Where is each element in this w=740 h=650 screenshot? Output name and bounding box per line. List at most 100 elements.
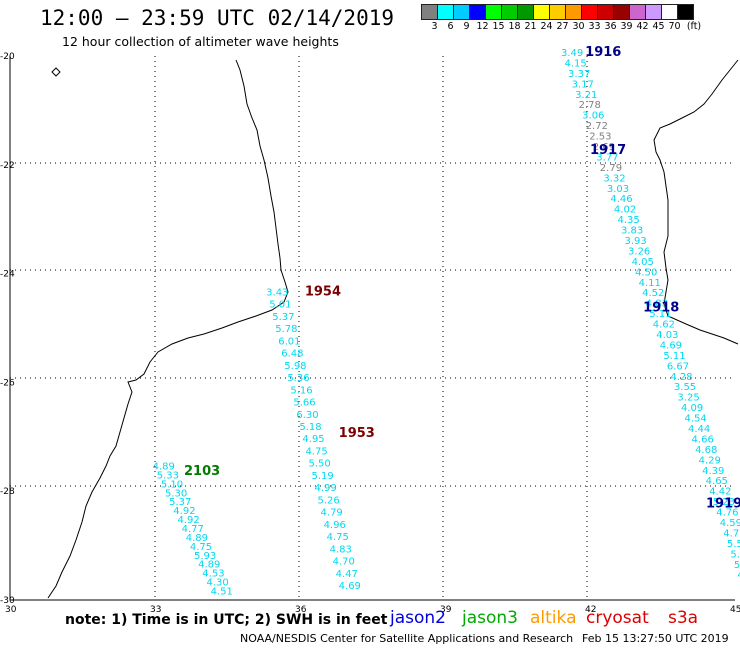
wave-height-value: 5.56 xyxy=(727,539,740,550)
wave-height-value: 3.77 xyxy=(596,152,618,163)
pass-id-label: 1953 xyxy=(339,426,375,441)
wave-height-value: 3.83 xyxy=(621,226,643,237)
lat-tick-label: -24 xyxy=(0,270,15,280)
pass-id-label: 1916 xyxy=(585,45,621,60)
pass-id-label: 1919 xyxy=(706,497,740,512)
satellite-jason2: jason2 xyxy=(390,608,446,628)
wave-height-value: 4.89 xyxy=(153,461,175,472)
wave-height-value: 5.36 xyxy=(287,373,309,384)
wave-height-value: 3.49 xyxy=(561,48,583,59)
wave-height-value: 5.18 xyxy=(299,422,321,433)
lon-tick-label: 33 xyxy=(150,605,161,615)
legend-label: 33 xyxy=(588,21,601,32)
wave-height-value: 6.67 xyxy=(667,361,689,372)
pass-id-label: 1918 xyxy=(643,301,679,316)
wave-height-value: 4.30 xyxy=(206,578,228,589)
legend-label: 24 xyxy=(540,21,553,32)
wave-height-value: 5.26 xyxy=(318,495,340,506)
wave-height-value: 4.44 xyxy=(688,424,710,435)
legend-label: 36 xyxy=(604,21,617,32)
wave-height-value: 4.03 xyxy=(656,330,678,341)
wave-height-value: 4.02 xyxy=(614,205,636,216)
map-grid xyxy=(10,56,735,600)
wave-height-value: 4.15 xyxy=(565,58,587,69)
wave-height-value: 4.68 xyxy=(695,445,717,456)
wave-height-value: 4.35 xyxy=(617,215,639,226)
wave-height-value: 3.21 xyxy=(575,90,597,101)
wave-height-value: 4.47 xyxy=(336,569,358,580)
wave-height-value: 4.29 xyxy=(699,455,721,466)
wave-height-value: 3.37 xyxy=(568,69,590,80)
wave-height-value: 5.06 xyxy=(734,560,740,571)
wave-height-value: 3.17 xyxy=(572,79,594,90)
wave-height-value: 4.46 xyxy=(610,194,632,205)
wave-height-value: 5.10 xyxy=(161,479,183,490)
wave-height-value: 4.66 xyxy=(692,434,714,445)
wave-height-value: 4.69 xyxy=(339,581,361,592)
wave-height-value: 4.28 xyxy=(670,372,692,383)
map-frame xyxy=(9,56,735,601)
legend-label: 9 xyxy=(463,21,470,32)
wave-height-value: 3.55 xyxy=(674,382,696,393)
lat-tick-label: -30 xyxy=(0,596,15,606)
wave-height-value: 5.23 xyxy=(713,497,735,508)
wave-height-value: 4.54 xyxy=(684,414,706,425)
coastline xyxy=(47,59,739,599)
legend-label: 27 xyxy=(556,21,569,32)
wave-height-value: 5.93 xyxy=(194,551,216,562)
legend-label: 15 xyxy=(492,21,505,32)
satellite-cryosat: cryosat xyxy=(586,608,649,628)
pass-id-label: 1917 xyxy=(590,143,626,158)
wave-height-value: 6.30 xyxy=(296,410,318,421)
wave-height-value: 3.43 xyxy=(266,287,288,298)
wave-height-value: 4.53 xyxy=(202,569,224,580)
wave-height-value: 4.70 xyxy=(333,557,355,568)
wave-height-value: 3.26 xyxy=(628,246,650,257)
wave-height-value: 5.11 xyxy=(649,309,671,320)
wave-height-value: 4.51 xyxy=(211,587,233,598)
lat-tick-label: -20 xyxy=(0,52,15,62)
wave-height-value: 6.48 xyxy=(281,349,303,360)
credit-date: Feb 15 13:27:50 UTC 2019 xyxy=(582,632,729,645)
wave-height-value: 3.06 xyxy=(582,111,604,122)
wave-height-value: 4.92 xyxy=(177,515,199,526)
satellite-altika: altika xyxy=(530,608,577,628)
wave-height-value: 4.96 xyxy=(324,520,346,531)
satellite-jason3: jason3 xyxy=(462,608,518,628)
wave-height-value: 5.33 xyxy=(157,470,179,481)
lon-tick-label: 39 xyxy=(440,605,452,615)
pass-id-label: 1954 xyxy=(305,284,341,299)
wave-height-value: 5.98 xyxy=(284,361,306,372)
legend-label: (ft) xyxy=(686,21,702,32)
lat-tick-label: -28 xyxy=(0,487,15,497)
footer-note: note: 1) Time is in UTC; 2) SWH is in fe… xyxy=(65,612,388,628)
lon-tick-label: 45 xyxy=(730,605,740,615)
wave-height-value: 4.65 xyxy=(706,476,728,487)
satellite-s3a: s3a xyxy=(668,608,699,628)
wave-height-value: 4.05 xyxy=(632,257,654,268)
wave-height-value: 5.37 xyxy=(272,312,294,323)
wave-height-value: 4.75 xyxy=(305,446,327,457)
lat-tick-label: -22 xyxy=(0,161,15,171)
pass-id-label: 2103 xyxy=(184,464,220,479)
wave-height-value: 5.66 xyxy=(293,398,315,409)
wave-height-value: 5.01 xyxy=(269,300,291,311)
wave-height-value: 2.53 xyxy=(589,132,611,143)
lon-tick-label: 36 xyxy=(295,605,307,615)
wave-height-value: 4.76 xyxy=(716,508,738,519)
credit-text: NOAA/NESDIS Center for Satellite Applica… xyxy=(240,632,574,645)
wave-height-value: 4.69 xyxy=(660,340,682,351)
wave-height-value: 3.93 xyxy=(625,236,647,247)
wave-height-value: 4.75 xyxy=(327,532,349,543)
lon-tick-label: 30 xyxy=(5,605,17,615)
color-legend xyxy=(421,4,694,20)
wave-height-value: 2.79 xyxy=(600,163,622,174)
wave-height-value: 3.03 xyxy=(607,184,629,195)
legend-label: 39 xyxy=(620,21,633,32)
wave-height-value: 3.32 xyxy=(603,173,625,184)
lat-tick-label: -26 xyxy=(0,378,15,388)
page-subtitle: 12 hour collection of altimeter wave hei… xyxy=(62,34,339,49)
wave-height-value: 4.99 xyxy=(315,483,337,494)
wave-height-value: 4.8 xyxy=(737,570,740,581)
